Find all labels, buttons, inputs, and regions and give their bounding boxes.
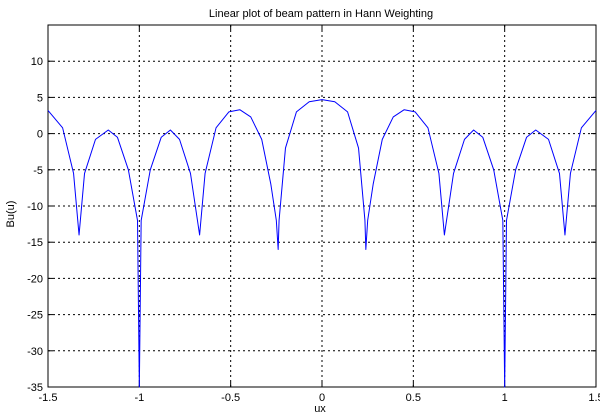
x-tick-label: 0: [319, 392, 325, 404]
x-tick-label: -1.5: [39, 392, 58, 404]
y-tick-label: 10: [31, 56, 43, 68]
x-tick-label: 1: [502, 392, 508, 404]
series-layer: [47, 99, 597, 388]
y-tick-label: -15: [27, 237, 43, 249]
chart-title: Linear plot of beam pattern in Hann Weig…: [209, 8, 433, 20]
y-tick-label: -20: [27, 273, 43, 285]
y-tick-label: 5: [37, 92, 43, 104]
y-tick-label: -5: [33, 165, 43, 177]
x-tick-label: -1: [134, 392, 144, 404]
x-tick-label: 1.5: [588, 392, 600, 404]
y-tick-label: -30: [27, 346, 43, 358]
plot-area: [47, 24, 597, 388]
y-tick-label: -35: [27, 382, 43, 394]
y-tick-labels: -35 -30 -25 -20 -15 -10 -5 0 5 10: [27, 56, 43, 394]
y-tick-label: -25: [27, 310, 43, 322]
x-tick-label: -0.5: [221, 392, 240, 404]
x-tick-label: 0.5: [406, 392, 421, 404]
y-tick-label: 0: [37, 129, 43, 141]
x-axis-label: ux: [314, 403, 326, 415]
x-tick-labels: -1.5 -1 -0.5 0 0.5 1 1.5: [39, 392, 600, 404]
series-line: [47, 99, 597, 388]
y-axis-label: Bu(u): [5, 201, 17, 228]
y-tick-label: -10: [27, 201, 43, 213]
